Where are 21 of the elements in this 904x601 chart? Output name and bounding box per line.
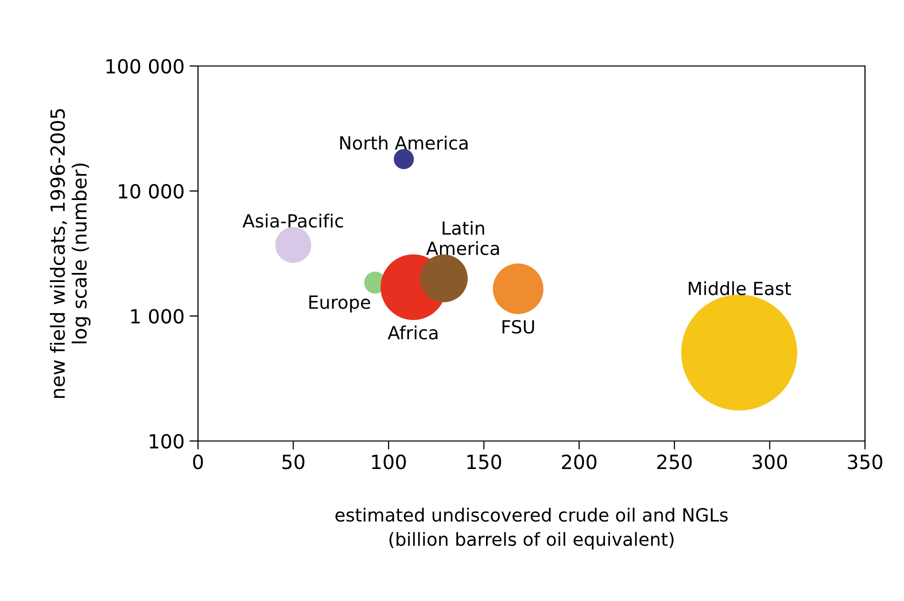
x-tick-label: 250 bbox=[657, 454, 692, 470]
series-label: North America bbox=[340, 136, 468, 150]
series-label: Latin America bbox=[426, 220, 499, 256]
y-axis-title: new field wildcats, 1996-2005 log scale (number) bbox=[50, 109, 91, 398]
x-tick-label: 150 bbox=[467, 454, 502, 470]
y-tick-label: 1 000 bbox=[131, 308, 184, 324]
x-tick-label: 0 bbox=[193, 454, 203, 470]
x-tick-label: 300 bbox=[752, 454, 787, 470]
series-label: Asia-Pacific bbox=[242, 214, 344, 228]
x-tick-label: 200 bbox=[562, 454, 596, 470]
x-tick-label: 100 bbox=[372, 454, 406, 470]
series-label: Europe bbox=[309, 296, 370, 312]
series-label: Middle East bbox=[688, 281, 791, 296]
series-label: FSU bbox=[502, 320, 534, 334]
series-label: Africa bbox=[388, 326, 438, 340]
x-tick-label: 350 bbox=[848, 454, 882, 470]
x-tick-label: 50 bbox=[282, 454, 304, 470]
y-tick-label: 100 000 bbox=[106, 58, 184, 74]
x-axis-title: estimated undiscovered crude oil and NGLs (billion barrels of oil equivalent) bbox=[335, 508, 728, 550]
y-tick-label: 10 000 bbox=[118, 184, 184, 199]
y-tick-label: 100 bbox=[150, 434, 184, 449]
